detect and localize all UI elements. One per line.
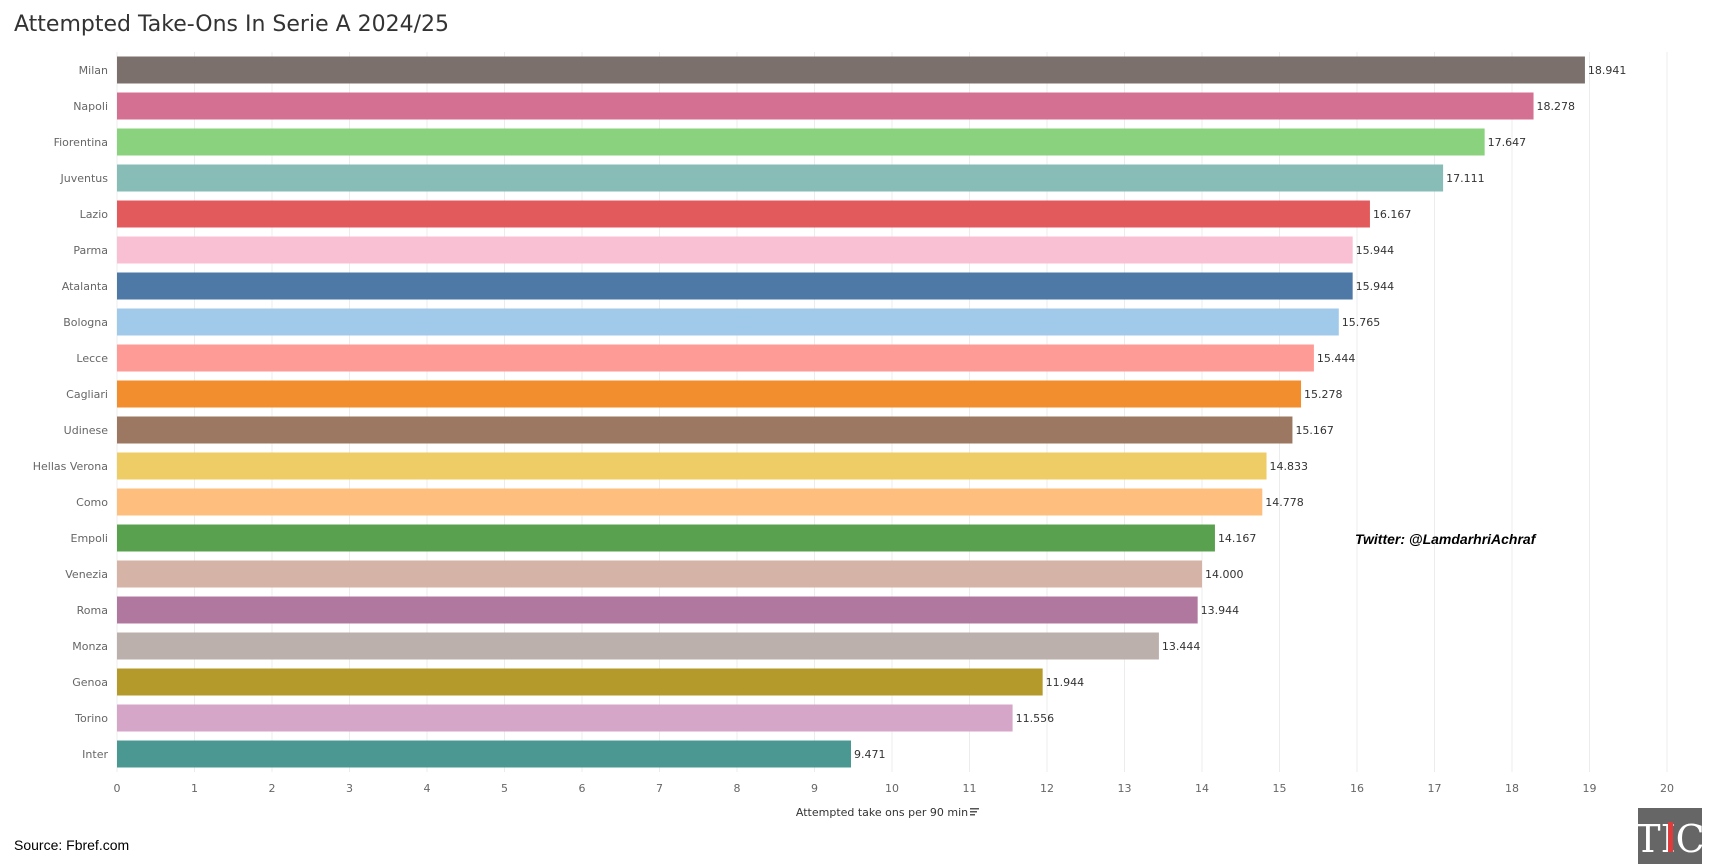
category-label: Como: [76, 496, 108, 509]
bar-fiorentina: [117, 128, 1485, 156]
x-tick-label: 5: [501, 782, 508, 795]
value-label: 15.944: [1356, 280, 1395, 293]
value-label: 14.833: [1270, 460, 1309, 473]
value-label: 18.941: [1588, 64, 1627, 77]
value-label: 11.944: [1046, 676, 1085, 689]
value-label: 14.778: [1265, 496, 1304, 509]
value-label: 17.647: [1488, 136, 1527, 149]
x-tick-label: 12: [1040, 782, 1054, 795]
chart-title: Attempted Take-Ons In Serie A 2024/25: [14, 12, 450, 37]
x-tick-label: 6: [579, 782, 586, 795]
bar-udinese: [117, 416, 1293, 444]
x-tick-label: 7: [656, 782, 663, 795]
bar-como: [117, 488, 1263, 516]
x-tick-label: 0: [114, 782, 121, 795]
category-label: Roma: [77, 604, 108, 617]
category-label: Parma: [73, 244, 108, 257]
x-tick-label: 15: [1273, 782, 1287, 795]
x-tick-label: 20: [1660, 782, 1674, 795]
twitter-handle: Twitter: @LamdarhriAchraf: [1355, 531, 1536, 547]
bar-inter: [117, 740, 852, 768]
category-label: Juventus: [60, 172, 109, 185]
value-label: 15.944: [1356, 244, 1395, 257]
bar-monza: [117, 632, 1159, 660]
category-label: Napoli: [73, 100, 108, 113]
x-tick-label: 4: [424, 782, 431, 795]
bar-roma: [117, 596, 1198, 624]
source-note: Source: Fbref.com: [14, 837, 130, 853]
value-label: 17.111: [1446, 172, 1485, 185]
value-label: 14.167: [1218, 532, 1257, 545]
y-axis-labels: Milan Napoli Fiorentina Juventus Lazio Parma A…: [33, 64, 109, 761]
x-tick-label: 18: [1505, 782, 1519, 795]
tic-logo: TIC: [1638, 808, 1702, 864]
bar-genoa: [117, 668, 1043, 696]
x-tick-label: 10: [885, 782, 899, 795]
category-label: Lecce: [76, 352, 108, 365]
value-label: 18.278: [1537, 100, 1576, 113]
bar-napoli: [117, 92, 1534, 120]
category-label: Genoa: [72, 676, 108, 689]
bar-juventus: [117, 164, 1444, 192]
x-tick-label: 13: [1118, 782, 1132, 795]
gridlines: [116, 52, 1668, 772]
x-tick-label: 1: [191, 782, 198, 795]
category-label: Empoli: [71, 532, 109, 545]
value-label: 16.167: [1373, 208, 1412, 221]
value-label: 9.471: [854, 748, 886, 761]
value-label: 15.765: [1342, 316, 1381, 329]
bars: [117, 56, 1585, 768]
value-label: 11.556: [1016, 712, 1055, 725]
x-tick-label: 3: [346, 782, 353, 795]
x-tick-label: 19: [1583, 782, 1597, 795]
value-label: 14.000: [1205, 568, 1244, 581]
x-tick-label: 16: [1350, 782, 1364, 795]
category-label: Inter: [82, 748, 108, 761]
category-label: Atalanta: [62, 280, 108, 293]
x-tick-label: 2: [269, 782, 276, 795]
bar-venezia: [117, 560, 1202, 588]
x-axis: 0 1 2 3 4 5 6 7 8 9 10 11 12 13 14 15 16 17 18 19 20Attempte…: [114, 782, 1675, 819]
category-label: Udinese: [64, 424, 109, 437]
category-label: Lazio: [80, 208, 109, 221]
category-label: Bologna: [63, 316, 108, 329]
value-label: 13.444: [1162, 640, 1201, 653]
bar-parma: [117, 236, 1353, 264]
category-label: Venezia: [65, 568, 108, 581]
bar-hellas-verona: [117, 452, 1267, 480]
bar-torino: [117, 704, 1013, 732]
category-label: Cagliari: [66, 388, 108, 401]
value-label: 13.944: [1201, 604, 1240, 617]
category-label: Torino: [74, 712, 108, 725]
x-tick-label: 14: [1195, 782, 1209, 795]
bar-lecce: [117, 344, 1314, 372]
x-tick-label: 8: [734, 782, 741, 795]
bar-milan: [117, 56, 1585, 84]
x-tick-label: 11: [963, 782, 977, 795]
category-label: Milan: [79, 64, 108, 77]
category-label: Hellas Verona: [33, 460, 108, 473]
x-axis-title: Attempted take ons per 90 min: [796, 806, 968, 819]
bar-bologna: [117, 308, 1339, 336]
x-tick-label: 17: [1428, 782, 1442, 795]
category-label: Monza: [72, 640, 108, 653]
value-label: 15.444: [1317, 352, 1356, 365]
bar-lazio: [117, 200, 1370, 228]
value-labels: 18.941 18.278 17.647 17.111 16.167 15.944 15.9…: [854, 64, 1626, 761]
sort-descending-icon: [970, 808, 979, 816]
value-label: 15.167: [1295, 424, 1334, 437]
category-label: Fiorentina: [54, 136, 108, 149]
bar-atalanta: [117, 272, 1353, 300]
x-tick-label: 9: [811, 782, 818, 795]
value-label: 15.278: [1304, 388, 1343, 401]
bar-empoli: [117, 524, 1215, 552]
bar-cagliari: [117, 380, 1302, 408]
